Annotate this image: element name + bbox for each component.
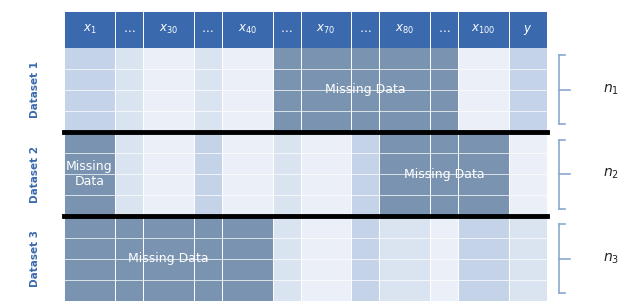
Text: $x_{40}$: $x_{40}$ <box>237 23 257 37</box>
Bar <box>115 216 143 301</box>
Text: $y$: $y$ <box>524 23 533 37</box>
Text: $x_{100}$: $x_{100}$ <box>472 23 496 37</box>
Bar <box>221 132 273 216</box>
Text: Missing
Data: Missing Data <box>66 160 113 188</box>
Text: $\cdots$: $\cdots$ <box>202 23 214 37</box>
Bar <box>430 216 458 301</box>
Bar <box>115 48 143 132</box>
Text: $x_{30}$: $x_{30}$ <box>159 23 178 37</box>
Bar <box>351 216 380 301</box>
Text: $n_3$: $n_3$ <box>603 251 620 266</box>
Text: Dataset 1: Dataset 1 <box>30 61 40 118</box>
Bar <box>143 48 194 132</box>
Bar <box>380 132 430 216</box>
Bar <box>194 216 221 301</box>
Text: $x_{70}$: $x_{70}$ <box>316 23 335 37</box>
Bar <box>301 48 351 132</box>
Bar <box>351 48 380 132</box>
Text: $n_1$: $n_1$ <box>603 83 620 97</box>
Bar <box>221 216 273 301</box>
Text: $\cdots$: $\cdots$ <box>438 23 451 37</box>
Bar <box>194 48 221 132</box>
Bar <box>458 132 509 216</box>
Text: $x_{80}$: $x_{80}$ <box>396 23 414 37</box>
Bar <box>351 132 380 216</box>
Text: Dataset 2: Dataset 2 <box>30 146 40 203</box>
Bar <box>143 216 194 301</box>
Bar <box>380 12 430 48</box>
Text: $n_2$: $n_2$ <box>603 167 620 181</box>
Text: $\cdots$: $\cdots$ <box>280 23 292 37</box>
Bar <box>430 48 458 132</box>
Bar <box>221 12 273 48</box>
Bar <box>221 48 273 132</box>
Text: $x_1$: $x_1$ <box>83 23 96 37</box>
Bar <box>380 48 430 132</box>
Bar <box>64 12 115 48</box>
Bar <box>509 216 547 301</box>
Text: Missing Data: Missing Data <box>128 252 209 265</box>
Text: $\cdots$: $\cdots$ <box>123 23 135 37</box>
Bar <box>458 216 509 301</box>
Bar <box>194 12 221 48</box>
Bar <box>458 48 509 132</box>
Bar <box>430 12 458 48</box>
Bar <box>273 132 301 216</box>
Bar <box>115 12 143 48</box>
Bar <box>509 48 547 132</box>
Bar <box>351 12 380 48</box>
Bar <box>301 216 351 301</box>
Bar <box>509 12 547 48</box>
Bar <box>143 132 194 216</box>
Bar <box>115 132 143 216</box>
Text: $\cdots$: $\cdots$ <box>359 23 372 37</box>
Bar <box>64 216 115 301</box>
Bar <box>273 216 301 301</box>
Bar <box>301 12 351 48</box>
Bar <box>143 12 194 48</box>
Bar <box>194 132 221 216</box>
Text: Dataset 3: Dataset 3 <box>30 230 40 287</box>
Bar <box>380 216 430 301</box>
Bar <box>64 48 115 132</box>
Text: Missing Data: Missing Data <box>325 83 406 96</box>
Bar <box>509 132 547 216</box>
Bar <box>273 48 301 132</box>
Bar <box>458 12 509 48</box>
Bar <box>64 132 115 216</box>
Bar <box>430 132 458 216</box>
Text: Missing Data: Missing Data <box>404 168 484 181</box>
Bar <box>273 12 301 48</box>
Bar <box>301 132 351 216</box>
